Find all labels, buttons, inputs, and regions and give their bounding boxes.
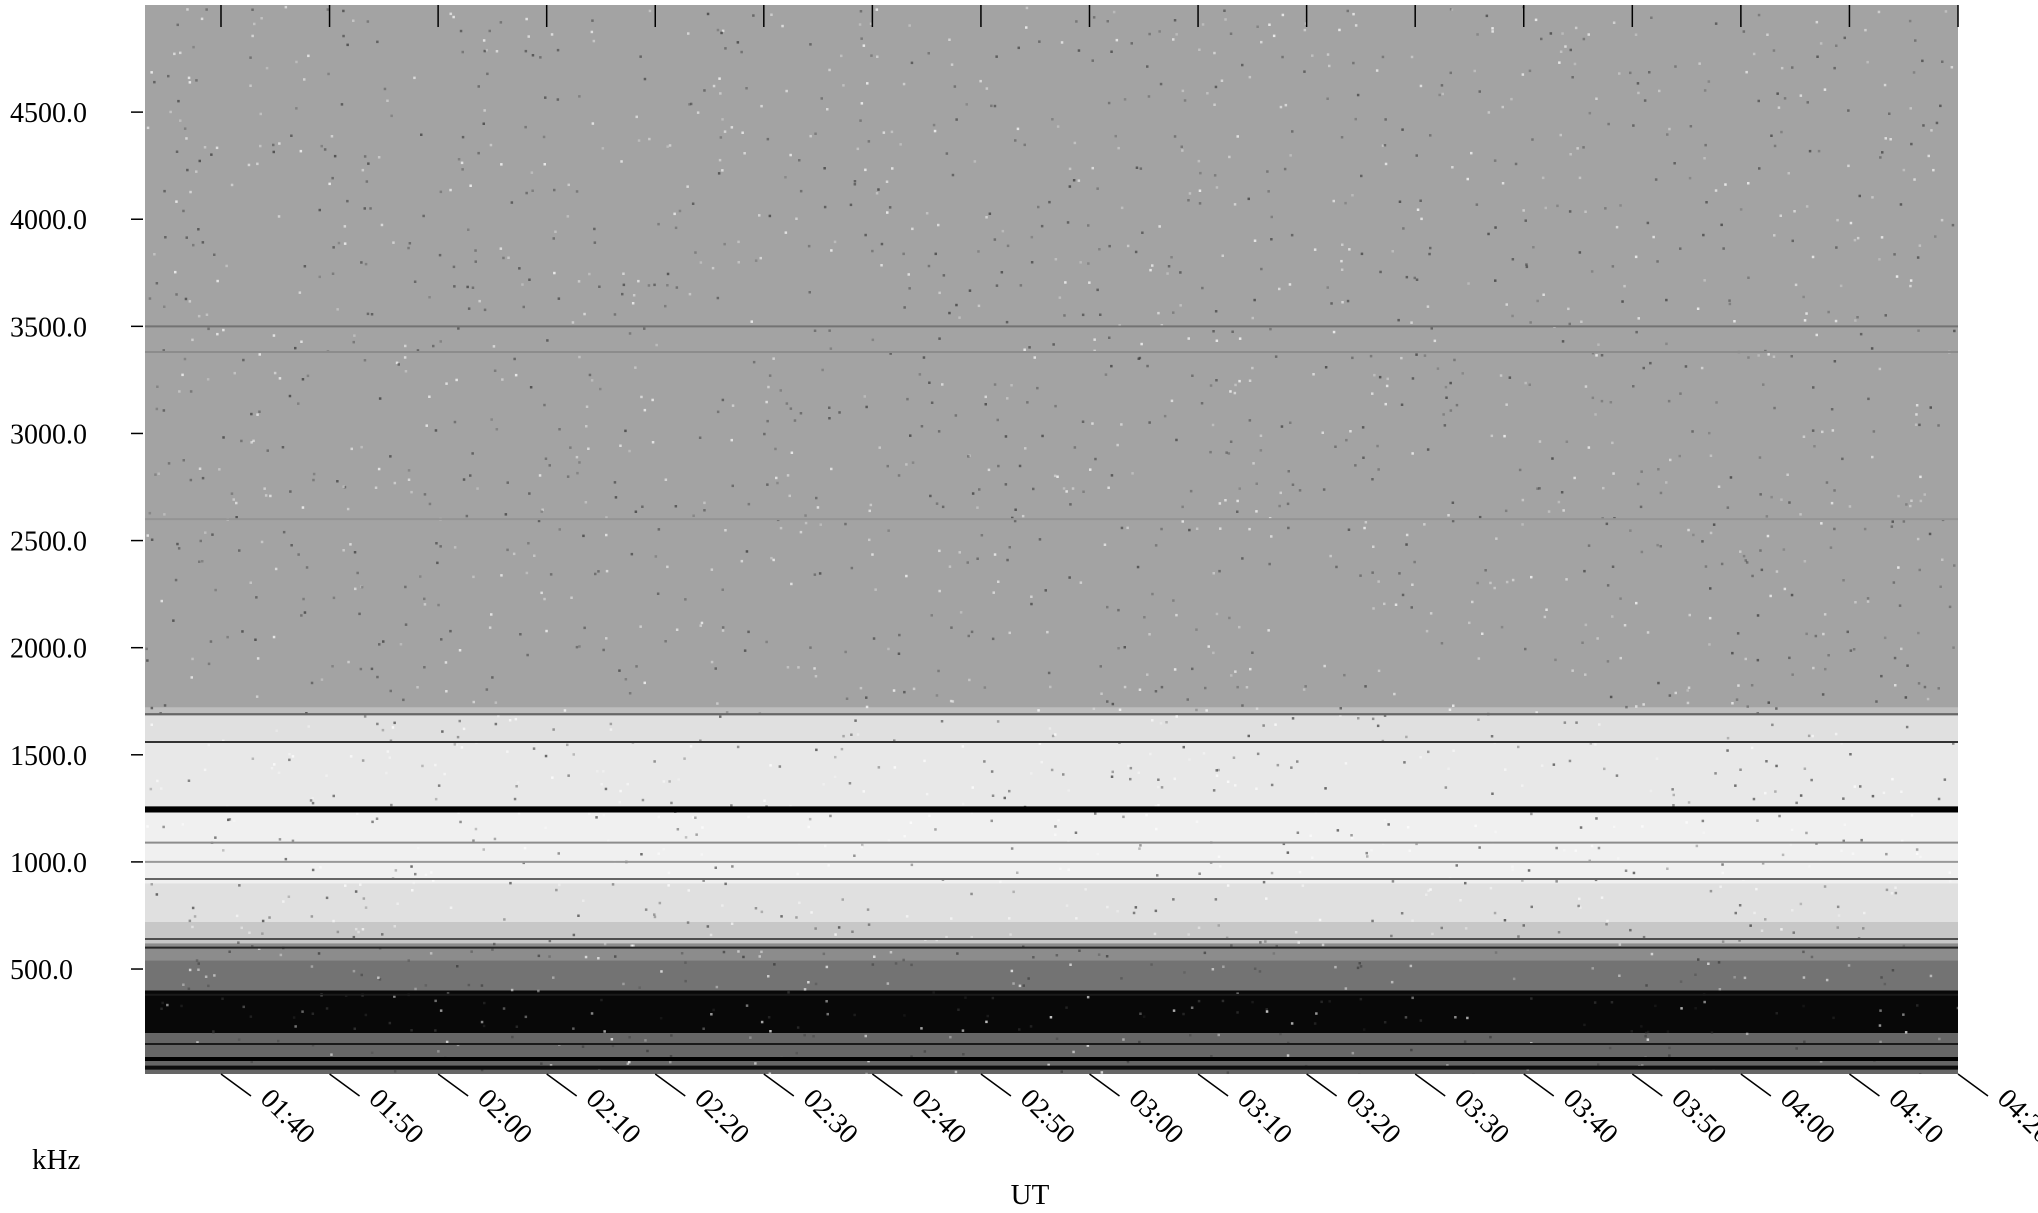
x-tick-bottom — [220, 1073, 252, 1097]
y-tick-label: 1000.0 — [10, 848, 87, 879]
x-tick-bottom — [1848, 1073, 1880, 1097]
x-tick-bottom — [1523, 1073, 1555, 1097]
x-tick-bottom — [654, 1073, 686, 1097]
x-tick-bottom — [329, 1073, 361, 1097]
x-tick-bottom — [980, 1073, 1012, 1097]
x-tick-bottom — [1197, 1073, 1229, 1097]
band-0 — [145, 5, 1958, 708]
band-9 — [145, 990, 1958, 1034]
band-2 — [145, 716, 1958, 742]
band-7 — [145, 943, 1958, 961]
y-tick-label: 4000.0 — [10, 205, 87, 236]
y-tick-label: 500.0 — [10, 955, 73, 986]
y-axis-label: kHz — [32, 1144, 80, 1176]
x-tick-bottom — [437, 1073, 469, 1097]
noise-texture — [145, 5, 1958, 1074]
y-tick-label: 3500.0 — [10, 312, 87, 343]
x-tick-bottom — [546, 1073, 578, 1097]
y-tick-label: 2000.0 — [10, 634, 87, 665]
y-tick-label: 3000.0 — [10, 419, 87, 450]
x-tick-bottom — [1740, 1073, 1772, 1097]
band-3 — [145, 741, 1958, 813]
x-tick-bottom — [763, 1073, 795, 1097]
band-4 — [145, 812, 1958, 884]
plot-area — [145, 5, 1958, 1074]
x-tick-bottom — [1306, 1073, 1338, 1097]
x-tick-bottom — [1414, 1073, 1446, 1097]
x-tick-bottom — [1957, 1073, 1989, 1097]
y-axis: 500.0 1000.0 1500.0 2000.0 2500.0 3000.0 3500.… — [10, 98, 143, 986]
y-tick-label: 1500.0 — [10, 741, 87, 772]
x-axis-label: UT — [1011, 1179, 1050, 1211]
band-5 — [145, 883, 1958, 922]
band-8 — [145, 960, 1958, 991]
band-6 — [145, 921, 1958, 944]
x-tick-bottom — [871, 1073, 903, 1097]
band-1 — [145, 707, 1958, 717]
y-tick-label: 4500.0 — [10, 98, 87, 129]
y-tick-label: 2500.0 — [10, 527, 87, 558]
x-tick-bottom — [1089, 1073, 1120, 1097]
x-tick-bottom — [1631, 1073, 1663, 1097]
